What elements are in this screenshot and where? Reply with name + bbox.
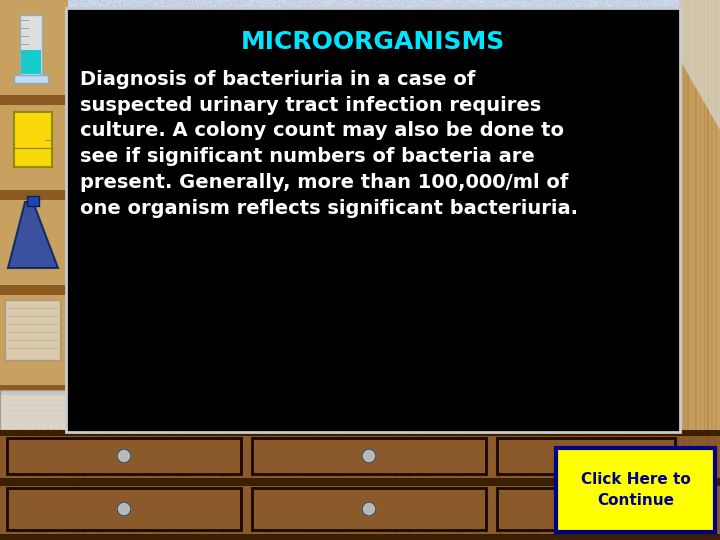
Bar [680,0,720,430]
Bar [0,100,68,195]
Circle shape [579,502,593,516]
Bar [20,15,42,75]
Bar [0,390,68,430]
Text: —: — [45,137,52,143]
Bar [497,438,675,474]
FancyBboxPatch shape [556,448,715,532]
Polygon shape [680,0,720,130]
Bar [0,0,68,100]
Bar [27,196,39,206]
Bar [14,112,52,167]
Bar [0,190,68,200]
Bar [0,478,720,486]
Bar [0,285,68,295]
Polygon shape [8,202,58,268]
Circle shape [579,449,593,463]
Bar [7,488,241,530]
Circle shape [117,502,131,516]
Bar [21,50,41,74]
Bar [0,385,68,395]
Bar [497,488,675,530]
Circle shape [362,449,376,463]
Text: Diagnosis of bacteriuria in a case of
suspected urinary tract infection requires: Diagnosis of bacteriuria in a case of su… [80,70,578,218]
Bar [0,390,68,430]
Bar [0,0,68,430]
Circle shape [117,449,131,463]
FancyBboxPatch shape [66,8,680,432]
Text: MICROORGANISMS: MICROORGANISMS [241,30,505,54]
Bar [7,438,241,474]
Bar [252,488,486,530]
Text: Click Here to
Continue: Click Here to Continue [580,472,690,508]
Bar [0,534,720,540]
Bar [252,438,486,474]
Bar [14,75,48,83]
Bar [0,430,720,436]
Bar [0,430,720,540]
Bar [5,300,60,360]
Bar [0,95,68,105]
Circle shape [362,502,376,516]
Bar [0,195,68,290]
Bar [0,290,68,390]
